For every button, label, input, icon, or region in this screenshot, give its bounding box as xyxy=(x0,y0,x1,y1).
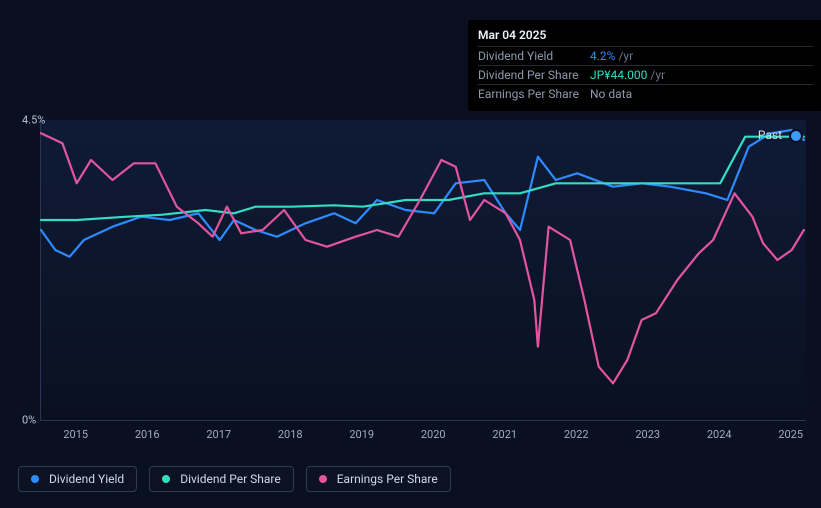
legend-dot-icon xyxy=(162,475,170,483)
tooltip-row-eps: Earnings Per Share No data xyxy=(478,84,813,103)
legend-label: Dividend Per Share xyxy=(180,472,281,486)
legend-item-dps[interactable]: Dividend Per Share xyxy=(149,466,294,492)
x-tick: 2022 xyxy=(564,428,589,441)
x-tick: 2021 xyxy=(492,428,517,441)
x-tick: 2024 xyxy=(707,428,732,441)
past-label: Past xyxy=(758,128,782,142)
line-series-svg xyxy=(41,120,806,420)
chart-tooltip: Mar 04 2025 Dividend Yield 4.2%/yr Divid… xyxy=(468,20,821,111)
y-tick-bottom: 0% xyxy=(22,414,36,427)
tooltip-row-dps: Dividend Per Share JP¥44.000/yr xyxy=(478,65,813,84)
legend-label: Dividend Yield xyxy=(49,472,124,486)
x-tick: 2025 xyxy=(778,428,803,441)
x-tick: 2019 xyxy=(349,428,374,441)
tooltip-value-text: No data xyxy=(590,87,632,101)
x-tick: 2020 xyxy=(421,428,446,441)
tooltip-key: Dividend Yield xyxy=(478,49,590,63)
legend-dot-icon xyxy=(319,475,327,483)
legend-item-eps[interactable]: Earnings Per Share xyxy=(306,466,451,492)
tooltip-value: 4.2%/yr xyxy=(590,49,633,63)
x-tick: 2016 xyxy=(135,428,160,441)
tooltip-key: Dividend Per Share xyxy=(478,68,590,82)
tooltip-value-text: 4.2% xyxy=(590,49,615,63)
series-line xyxy=(41,137,804,220)
past-dot-icon xyxy=(789,129,803,143)
x-tick: 2015 xyxy=(63,428,88,441)
tooltip-unit: /yr xyxy=(650,68,665,82)
past-marker: Past xyxy=(758,128,803,143)
x-tick: 2017 xyxy=(206,428,231,441)
y-tick-top: 4.5% xyxy=(22,114,45,127)
tooltip-value: No data xyxy=(590,87,635,101)
tooltip-row-dividend-yield: Dividend Yield 4.2%/yr xyxy=(478,46,813,65)
tooltip-value-text: JP¥44.000 xyxy=(590,68,647,82)
tooltip-date: Mar 04 2025 xyxy=(478,26,813,46)
tooltip-key: Earnings Per Share xyxy=(478,87,590,101)
legend: Dividend Yield Dividend Per Share Earnin… xyxy=(18,466,451,492)
legend-label: Earnings Per Share xyxy=(337,472,438,486)
tooltip-value: JP¥44.000/yr xyxy=(590,68,665,82)
tooltip-unit: /yr xyxy=(618,49,633,63)
x-tick: 2023 xyxy=(635,428,660,441)
plot-area[interactable] xyxy=(40,120,806,421)
series-line xyxy=(41,133,804,383)
chart-root: 4.5% 0% 2015 2016 2017 2018 2019 2020 2021 2022… xyxy=(0,0,821,508)
x-tick: 2018 xyxy=(278,428,303,441)
legend-item-dividend-yield[interactable]: Dividend Yield xyxy=(18,466,137,492)
legend-dot-icon xyxy=(31,475,39,483)
